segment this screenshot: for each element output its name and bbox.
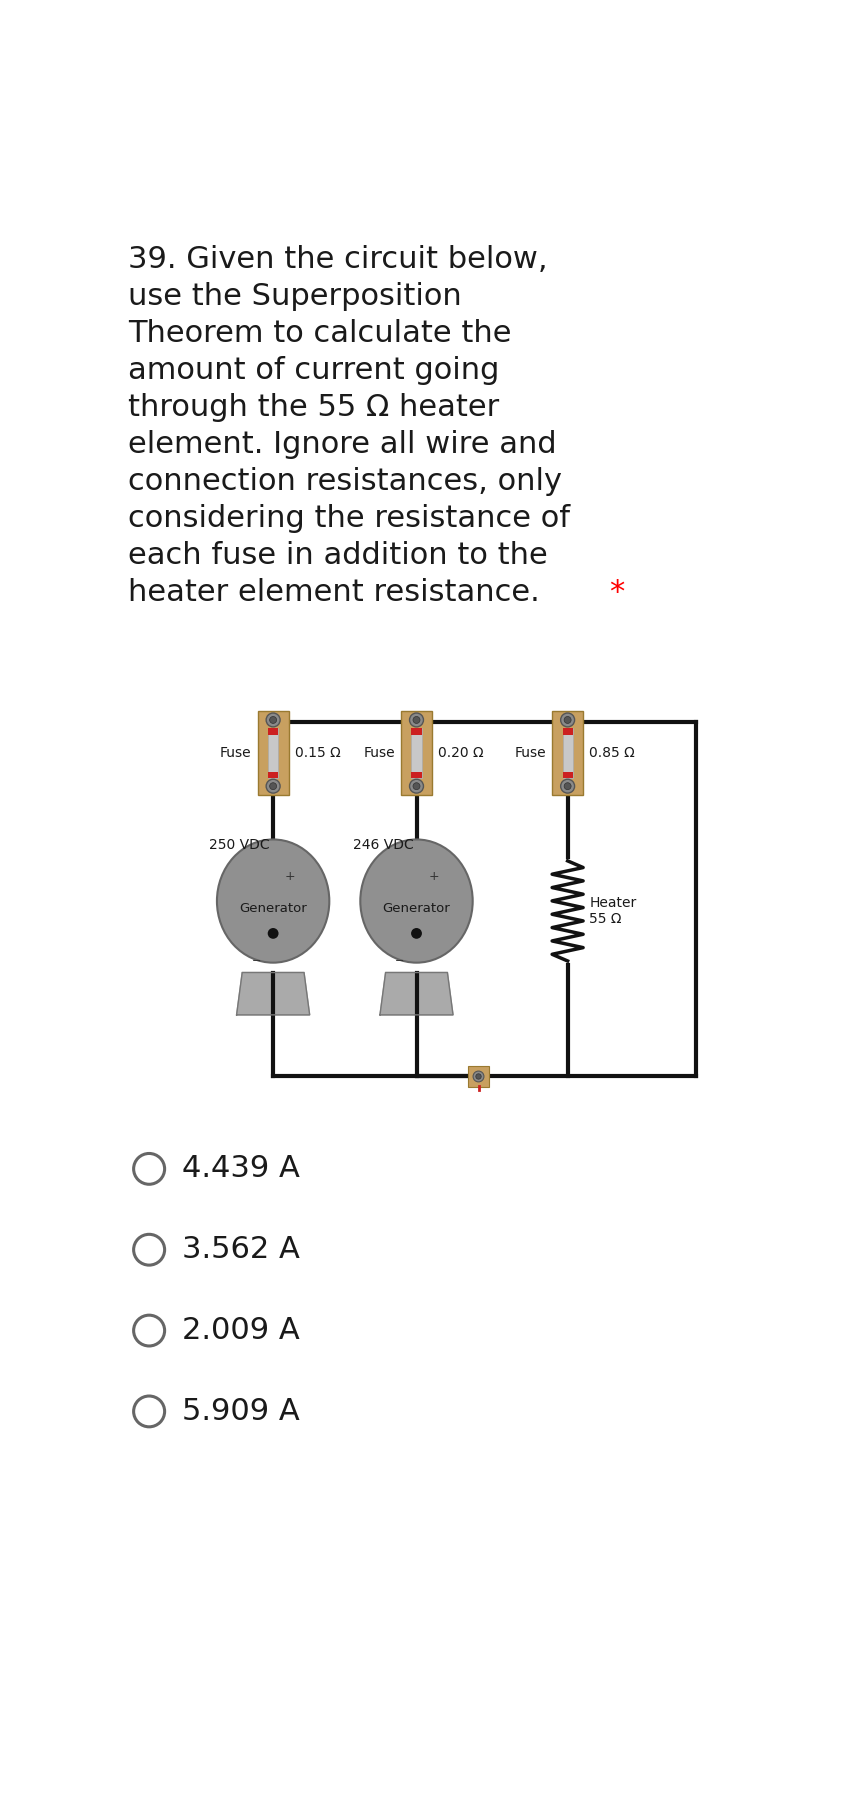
Text: through the 55 Ω heater: through the 55 Ω heater	[128, 392, 499, 421]
FancyBboxPatch shape	[552, 710, 583, 795]
Circle shape	[269, 717, 277, 723]
FancyBboxPatch shape	[412, 772, 422, 779]
FancyBboxPatch shape	[562, 728, 573, 779]
Circle shape	[266, 779, 280, 794]
Text: *: *	[608, 577, 624, 607]
Circle shape	[134, 1397, 164, 1427]
Circle shape	[561, 714, 574, 726]
Text: +: +	[429, 870, 439, 883]
Text: 0.15 Ω: 0.15 Ω	[295, 746, 341, 761]
Polygon shape	[237, 973, 309, 1015]
Text: −: −	[394, 955, 404, 966]
Text: 3.562 A: 3.562 A	[181, 1235, 300, 1264]
Circle shape	[413, 717, 420, 723]
Text: use the Superposition: use the Superposition	[128, 281, 462, 311]
FancyBboxPatch shape	[268, 772, 278, 779]
Circle shape	[268, 928, 279, 939]
Text: each fuse in addition to the: each fuse in addition to the	[128, 541, 548, 570]
Text: 39. Given the circuit below,: 39. Given the circuit below,	[128, 245, 548, 274]
Text: 0.85 Ω: 0.85 Ω	[590, 746, 635, 761]
Text: −: −	[251, 955, 261, 966]
Polygon shape	[380, 973, 453, 1015]
Circle shape	[266, 714, 280, 726]
Circle shape	[475, 1073, 481, 1079]
Text: Generator: Generator	[239, 903, 307, 915]
FancyBboxPatch shape	[268, 728, 278, 779]
Text: Fuse: Fuse	[515, 746, 546, 761]
Text: element. Ignore all wire and: element. Ignore all wire and	[128, 430, 557, 459]
Text: 2.009 A: 2.009 A	[181, 1317, 299, 1346]
Circle shape	[413, 783, 420, 790]
Circle shape	[269, 783, 277, 790]
Circle shape	[134, 1235, 164, 1266]
Text: Fuse: Fuse	[363, 746, 394, 761]
Text: connection resistances, only: connection resistances, only	[128, 467, 562, 496]
Circle shape	[134, 1315, 164, 1346]
Circle shape	[411, 928, 422, 939]
FancyBboxPatch shape	[562, 728, 573, 735]
FancyBboxPatch shape	[412, 728, 422, 779]
Text: Heater
55 Ω: Heater 55 Ω	[590, 895, 636, 926]
Circle shape	[410, 779, 423, 794]
FancyBboxPatch shape	[268, 728, 278, 735]
FancyBboxPatch shape	[468, 1066, 489, 1088]
Circle shape	[473, 1071, 484, 1082]
FancyBboxPatch shape	[257, 710, 289, 795]
Circle shape	[134, 1153, 164, 1184]
Text: 5.909 A: 5.909 A	[181, 1397, 299, 1426]
FancyBboxPatch shape	[412, 728, 422, 735]
Text: considering the resistance of: considering the resistance of	[128, 503, 570, 532]
Circle shape	[564, 717, 571, 723]
Text: amount of current going: amount of current going	[128, 356, 499, 385]
Text: Theorem to calculate the: Theorem to calculate the	[128, 320, 512, 349]
FancyBboxPatch shape	[562, 772, 573, 779]
Text: Fuse: Fuse	[220, 746, 251, 761]
FancyBboxPatch shape	[401, 710, 432, 795]
Text: 0.20 Ω: 0.20 Ω	[438, 746, 484, 761]
Circle shape	[564, 783, 571, 790]
Ellipse shape	[217, 839, 330, 962]
Text: 4.439 A: 4.439 A	[181, 1155, 300, 1184]
Text: +: +	[285, 870, 296, 883]
Ellipse shape	[360, 839, 473, 962]
Circle shape	[561, 779, 574, 794]
Text: heater element resistance.: heater element resistance.	[128, 577, 540, 607]
Text: Generator: Generator	[383, 903, 451, 915]
Text: 246 VDC: 246 VDC	[353, 837, 413, 852]
Text: 250 VDC: 250 VDC	[210, 837, 270, 852]
Circle shape	[410, 714, 423, 726]
